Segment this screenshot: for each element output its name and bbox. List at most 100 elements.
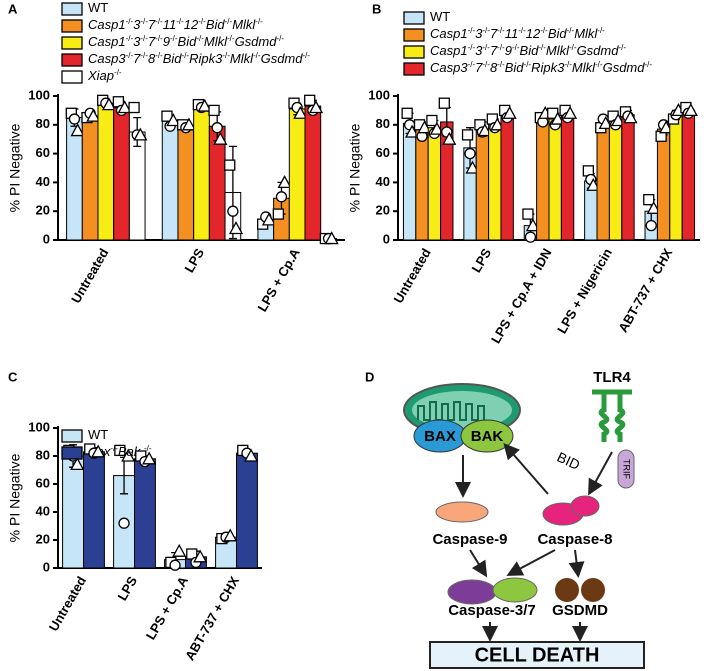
- caspase-7-shape: [492, 577, 538, 603]
- data-point: [490, 117, 505, 131]
- legend-label: WT: [88, 427, 108, 442]
- bak-label: BAK: [471, 428, 504, 445]
- arrows: [455, 442, 613, 642]
- legend-swatch: [61, 429, 83, 443]
- bar: [81, 115, 99, 241]
- bar: [177, 125, 195, 241]
- bar-chart: B % PI Negative 0 20 40 60 80 100 WT Casp1-/-3-/-…: [347, 1, 700, 346]
- bar: [402, 122, 417, 241]
- data-point: [128, 101, 140, 114]
- bar: [596, 122, 610, 241]
- x-tick-label: Untreated: [68, 246, 111, 306]
- data-point: [121, 448, 136, 462]
- data-point: [308, 100, 324, 114]
- bar-chart: C% PI Negative020406080100WTBax-/-Bak -/…: [7, 369, 262, 663]
- data-point: [442, 131, 457, 145]
- x-tick-label: Untreated: [46, 574, 89, 634]
- x-tick-label: LPS + Nigericin: [554, 246, 615, 336]
- legend-swatch: [403, 62, 425, 76]
- gsdmd-shape: [581, 578, 605, 602]
- y-axis-label: % PI Negative: [7, 453, 23, 542]
- legend-label: Casp1-/-3-/-7-/-11-/-12-/-Bid-/-Mlkl-/-: [88, 17, 263, 33]
- data-point: [166, 113, 181, 127]
- bax-label: BAX: [424, 428, 456, 445]
- data-point: [181, 117, 197, 131]
- caspase-8-shape: [570, 495, 600, 517]
- bar: [236, 452, 258, 569]
- data-point: [405, 124, 420, 138]
- x-tick-label: Untreated: [390, 246, 433, 306]
- bar-chart: A % PI Negative 0 20 40 60 80 100 WT Casp1-/-3-/-…: [7, 0, 345, 314]
- data-point: [646, 200, 661, 214]
- data-point: [172, 543, 187, 557]
- panel-label: C: [8, 369, 18, 384]
- data-point: [586, 177, 601, 191]
- bar: [427, 127, 442, 241]
- y-tick-label: 0: [43, 231, 50, 246]
- data-point: [658, 120, 674, 134]
- data-point: [417, 120, 432, 134]
- trif-label: TRIF: [622, 459, 632, 479]
- data-point: [223, 528, 238, 542]
- bar: [113, 107, 130, 241]
- y-tick-label: 60: [376, 145, 390, 160]
- cristae: [417, 401, 485, 421]
- data-point: [133, 127, 148, 141]
- data-point: [293, 105, 308, 119]
- bar: [128, 131, 146, 241]
- y-tick-label: 0: [43, 559, 50, 574]
- y-tick-label: 80: [36, 447, 50, 462]
- data-point: [208, 104, 220, 117]
- panel-label: A: [8, 1, 18, 16]
- cell-death-label: CELL DEATH: [475, 644, 600, 666]
- bar: [193, 105, 210, 241]
- data-point: [304, 94, 316, 106]
- y-tick-label: 80: [36, 116, 50, 131]
- bar: [83, 451, 105, 569]
- bid-label: BID: [555, 449, 583, 473]
- y-tick-label: 40: [36, 174, 50, 189]
- bar: [288, 108, 306, 241]
- x-tick-label: LPS + Cp.A: [255, 245, 304, 314]
- tlr4-receptor: [592, 389, 632, 442]
- caspase-9-shape: [435, 501, 489, 523]
- data-point: [70, 123, 85, 137]
- data-point: [101, 97, 117, 111]
- legend-swatch: [61, 19, 83, 33]
- data-point: [550, 111, 565, 125]
- data-point: [213, 131, 228, 145]
- y-tick-label: 60: [36, 145, 50, 160]
- x-tick-label: LPS: [181, 245, 207, 275]
- data-point: [429, 121, 444, 135]
- y-tick-label: 40: [376, 174, 390, 189]
- bar: [304, 105, 322, 241]
- y-tick-label: 20: [376, 203, 390, 218]
- bar: [488, 124, 502, 241]
- cell-death-box: [429, 641, 645, 669]
- data-point: [426, 114, 438, 127]
- legend-label: Xiap-/-: [87, 68, 122, 84]
- data-point: [227, 205, 239, 217]
- trif-shape: [617, 449, 635, 489]
- bar: [97, 102, 115, 241]
- data-point: [645, 219, 657, 232]
- data-point: [117, 100, 132, 114]
- bak-shape: [460, 419, 514, 453]
- bar: [669, 114, 683, 241]
- legend-label: WT: [430, 9, 450, 24]
- x-tick-label: LPS + Cp.A + IDN: [488, 246, 555, 346]
- data-point: [502, 105, 517, 119]
- data-point: [142, 451, 157, 465]
- bar: [500, 114, 514, 241]
- data-point: [610, 113, 626, 127]
- y-tick-label: 20: [36, 531, 50, 546]
- caspase-9-label: Caspase-9: [432, 531, 507, 548]
- caspase-3-7-label: Caspase-3/7: [448, 602, 536, 619]
- bar: [134, 458, 156, 569]
- data-point: [228, 221, 244, 235]
- data-point: [524, 231, 537, 243]
- y-tick-label: 100: [368, 87, 390, 102]
- y-axis-label: % PI Negative: [347, 123, 363, 212]
- arrow: [588, 451, 613, 496]
